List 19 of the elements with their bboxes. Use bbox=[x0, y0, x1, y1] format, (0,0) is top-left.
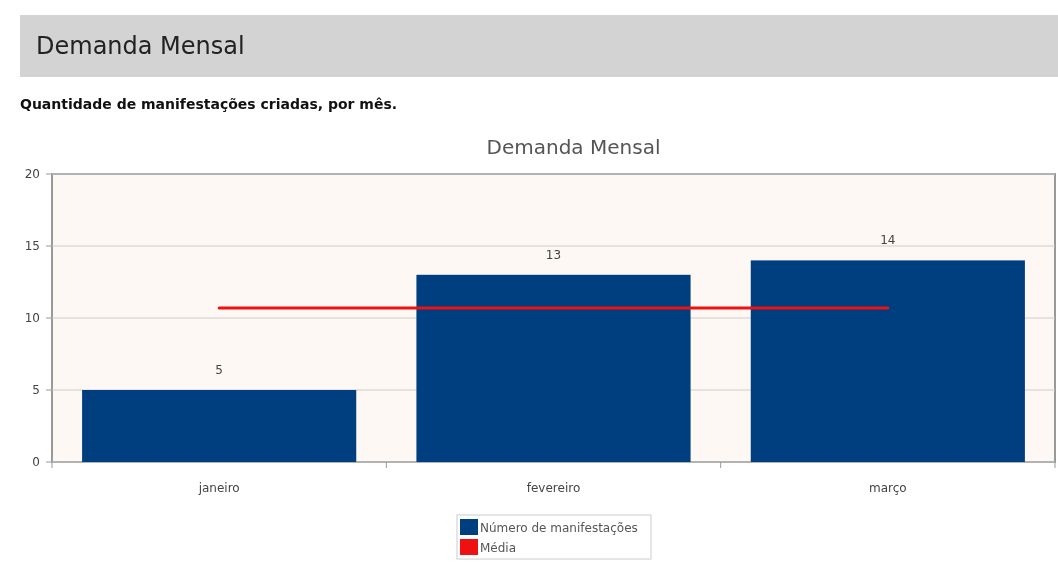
data-label: 14 bbox=[880, 233, 896, 248]
y-tick-label: 5 bbox=[32, 383, 40, 397]
x-tick-label: fevereiro bbox=[526, 481, 581, 495]
text: Demanda Mensal bbox=[36, 32, 245, 60]
chart-subtitle: Quantidade de manifestações criadas, por mês. bbox=[20, 96, 398, 112]
y-tick-label: 20 bbox=[24, 167, 40, 181]
y-tick-label: 0 bbox=[32, 455, 40, 469]
x-tick-label: março bbox=[869, 481, 907, 495]
legend-label: Média bbox=[480, 541, 517, 555]
data-label: 13 bbox=[545, 247, 562, 262]
x-tick-label: janeiro bbox=[197, 481, 240, 495]
chart-title: Demanda Mensal bbox=[486, 135, 661, 159]
y-tick-label: 15 bbox=[24, 239, 40, 253]
y-tick-label: 10 bbox=[24, 311, 40, 325]
legend-label: Número de manifestações bbox=[480, 521, 638, 535]
data-label: 5 bbox=[215, 363, 223, 377]
bar bbox=[416, 274, 691, 462]
bar bbox=[82, 390, 357, 462]
bar bbox=[750, 260, 1025, 462]
